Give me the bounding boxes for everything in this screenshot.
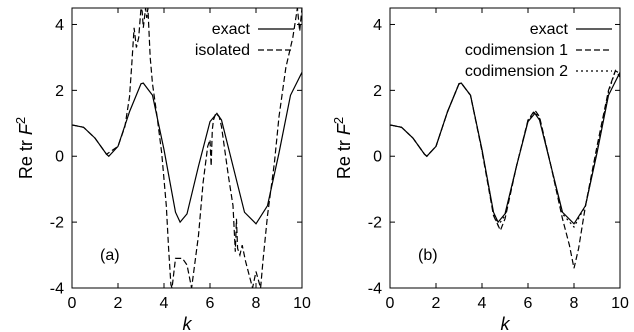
y-tick-label: 4 [55,17,64,34]
x-tick-label: 0 [68,295,77,312]
x-tick-label: 10 [293,295,311,312]
series-line-exact [72,71,302,225]
y-axis-label: Re tr F2 [331,117,354,179]
x-axis-label: k [501,314,511,332]
y-tick-label: 0 [55,149,64,166]
x-tick-label: 4 [160,295,169,312]
panel-label: (b) [418,247,438,264]
series-line-exact [390,71,620,225]
y-tick-label: 4 [373,17,382,34]
legend-label: codimension 1 [465,42,568,59]
plot-frame [71,7,303,289]
y-tick-label: 2 [55,83,64,100]
x-axis-label: k [183,314,193,332]
y-tick-label: 2 [373,83,382,100]
x-tick-label: 6 [524,295,533,312]
legend-label: isolated [195,42,250,59]
x-tick-label: 10 [611,295,629,312]
y-tick-label: -2 [50,215,64,232]
legend-label: exact [212,21,251,38]
y-tick-label: -4 [368,281,382,298]
y-axis-label: Re tr F2 [13,117,36,179]
y-tick-label: -4 [50,281,64,298]
panel-label: (a) [100,247,120,264]
x-tick-label: 6 [206,295,215,312]
series-line-codimension-2 [390,69,620,229]
x-tick-label: 4 [478,295,487,312]
x-tick-label: 0 [386,295,395,312]
x-tick-label: 2 [114,295,123,312]
legend-label: codimension 2 [465,63,568,80]
series-line-codimension-1 [390,69,620,269]
plot-frame [389,7,621,289]
y-tick-label: -2 [368,215,382,232]
series-line-isolated [72,8,302,288]
x-tick-label: 2 [432,295,441,312]
legend-label: exact [530,21,569,38]
x-tick-label: 8 [252,295,261,312]
y-tick-label: 0 [373,149,382,166]
x-tick-label: 8 [570,295,579,312]
